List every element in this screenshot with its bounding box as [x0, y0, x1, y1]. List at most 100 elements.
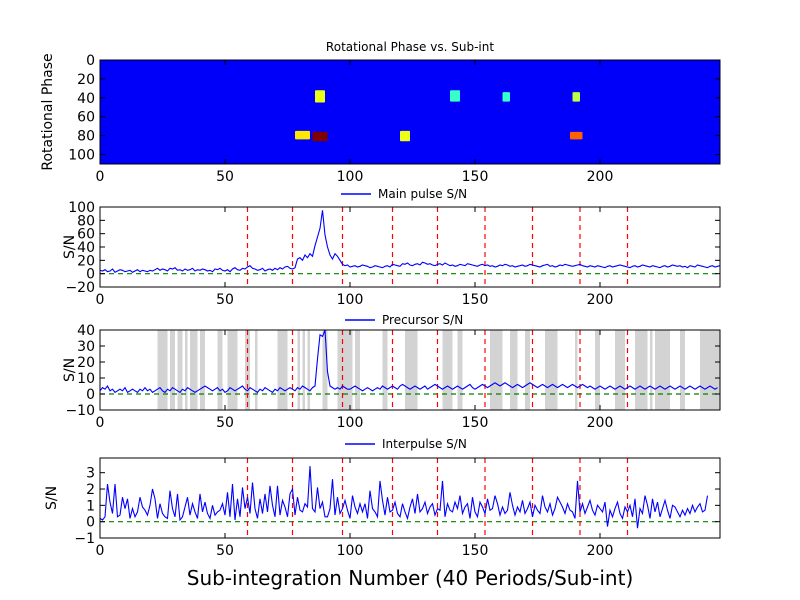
heatmap-background — [100, 60, 720, 164]
main-pulse-legend-label: Main pulse S/N — [378, 187, 467, 201]
heatmap-cells — [100, 60, 720, 164]
x-tick-label: 50 — [216, 543, 234, 559]
x-tick-label: 100 — [337, 415, 364, 431]
figure-xlabel: Sub-integration Number (40 Periods/Sub-i… — [187, 566, 634, 590]
y-tick-label: 20 — [77, 253, 95, 269]
shaded-region — [255, 330, 258, 410]
shaded-region — [217, 330, 223, 410]
x-tick-label: 50 — [216, 292, 234, 308]
heatmap-cell — [450, 90, 460, 102]
interpulse-legend: Interpulse S/N — [345, 437, 467, 451]
x-tick-label: 50 — [216, 169, 234, 185]
shaded-region — [510, 330, 518, 410]
precursor-frame — [99, 329, 721, 411]
shaded-region — [575, 330, 578, 410]
y-tick-label: 20 — [77, 355, 95, 371]
y-tick-label: 80 — [77, 129, 95, 145]
shaded-region — [545, 330, 553, 410]
shaded-region — [277, 330, 288, 410]
heatmap-title: Rotational Phase vs. Sub-int — [326, 40, 494, 54]
shaded-region — [297, 330, 300, 410]
interpulse-legend-label: Interpulse S/N — [382, 437, 467, 451]
y-tick-label: 2 — [86, 482, 95, 498]
shaded-region — [190, 330, 198, 410]
shaded-region — [680, 330, 685, 410]
shaded-region — [525, 330, 530, 410]
x-tick-label: 150 — [462, 169, 489, 185]
heatmap-cell — [295, 130, 310, 140]
shaded-region — [662, 330, 670, 410]
x-tick-label: 200 — [587, 415, 614, 431]
series-line — [100, 330, 718, 394]
shaded-region — [177, 330, 183, 410]
x-tick-label: 150 — [462, 543, 489, 559]
y-tick-label: 30 — [77, 339, 95, 355]
shaded-region — [200, 330, 205, 410]
y-tick-label: 100 — [68, 148, 95, 164]
heatmap-cell — [502, 92, 510, 102]
shaded-region — [700, 330, 710, 410]
shaded-region — [650, 330, 653, 410]
x-tick-label: 200 — [587, 543, 614, 559]
y-tick-label: 40 — [77, 91, 95, 107]
y-tick-label: 20 — [77, 72, 95, 88]
shaded-region — [442, 330, 453, 410]
y-tick-label: 80 — [77, 213, 95, 229]
x-tick-label: 0 — [96, 543, 105, 559]
shaded-region — [170, 330, 175, 410]
shaded-region — [307, 330, 310, 410]
shaded-region — [405, 330, 410, 410]
heatmap-cell — [315, 90, 325, 103]
shaded-region — [322, 330, 328, 410]
x-tick-label: 100 — [337, 543, 364, 559]
heatmap-axes: 0 50 100 150 200 0 20 40 60 80 100 — [68, 53, 720, 185]
y-tick-label: 3 — [86, 466, 95, 482]
heatmap-cell — [400, 130, 410, 142]
x-tick-label: 200 — [587, 292, 614, 308]
heatmap-cell — [312, 131, 328, 142]
shaded-region — [615, 330, 620, 410]
shaded-region — [710, 330, 720, 410]
y-tick-label: 0 — [86, 515, 95, 531]
y-tick-label: 0 — [86, 53, 95, 69]
y-tick-label: 10 — [77, 371, 95, 387]
heatmap-cell — [570, 131, 583, 140]
shaded-region — [620, 330, 625, 410]
y-tick-label: −1 — [74, 531, 95, 547]
interpulse-ylabel: S/N — [44, 486, 60, 510]
precursor-plot — [100, 330, 720, 410]
x-tick-label: 0 — [96, 169, 105, 185]
shaded-region — [302, 330, 305, 410]
shaded-region — [410, 330, 418, 410]
shaded-region — [227, 330, 238, 410]
interpulse-plot — [100, 458, 720, 538]
heatmap-panel: Rotational Phase vs. Sub-int 0 50 100 150 20… — [40, 40, 721, 185]
interpulse-frame — [99, 457, 721, 539]
heatmap-cell — [572, 92, 580, 102]
shaded-region — [457, 330, 463, 410]
x-tick-label: 100 — [337, 292, 364, 308]
y-tick-label: 40 — [77, 323, 95, 339]
x-tick-label: 100 — [337, 169, 364, 185]
y-tick-label: −20 — [65, 280, 95, 296]
shaded-region — [635, 330, 648, 410]
x-tick-label: 0 — [96, 292, 105, 308]
shaded-region — [185, 330, 188, 410]
shaded-region — [495, 330, 503, 410]
y-tick-label: 0 — [86, 267, 95, 283]
y-tick-label: −10 — [65, 403, 95, 419]
y-tick-label: 100 — [68, 200, 95, 216]
x-tick-label: 200 — [587, 169, 614, 185]
main-pulse-legend: Main pulse S/N — [341, 187, 467, 201]
main-pulse-ylabel: S/N — [62, 235, 78, 259]
x-tick-label: 50 — [216, 415, 234, 431]
shaded-region — [552, 330, 558, 410]
x-tick-label: 150 — [462, 415, 489, 431]
